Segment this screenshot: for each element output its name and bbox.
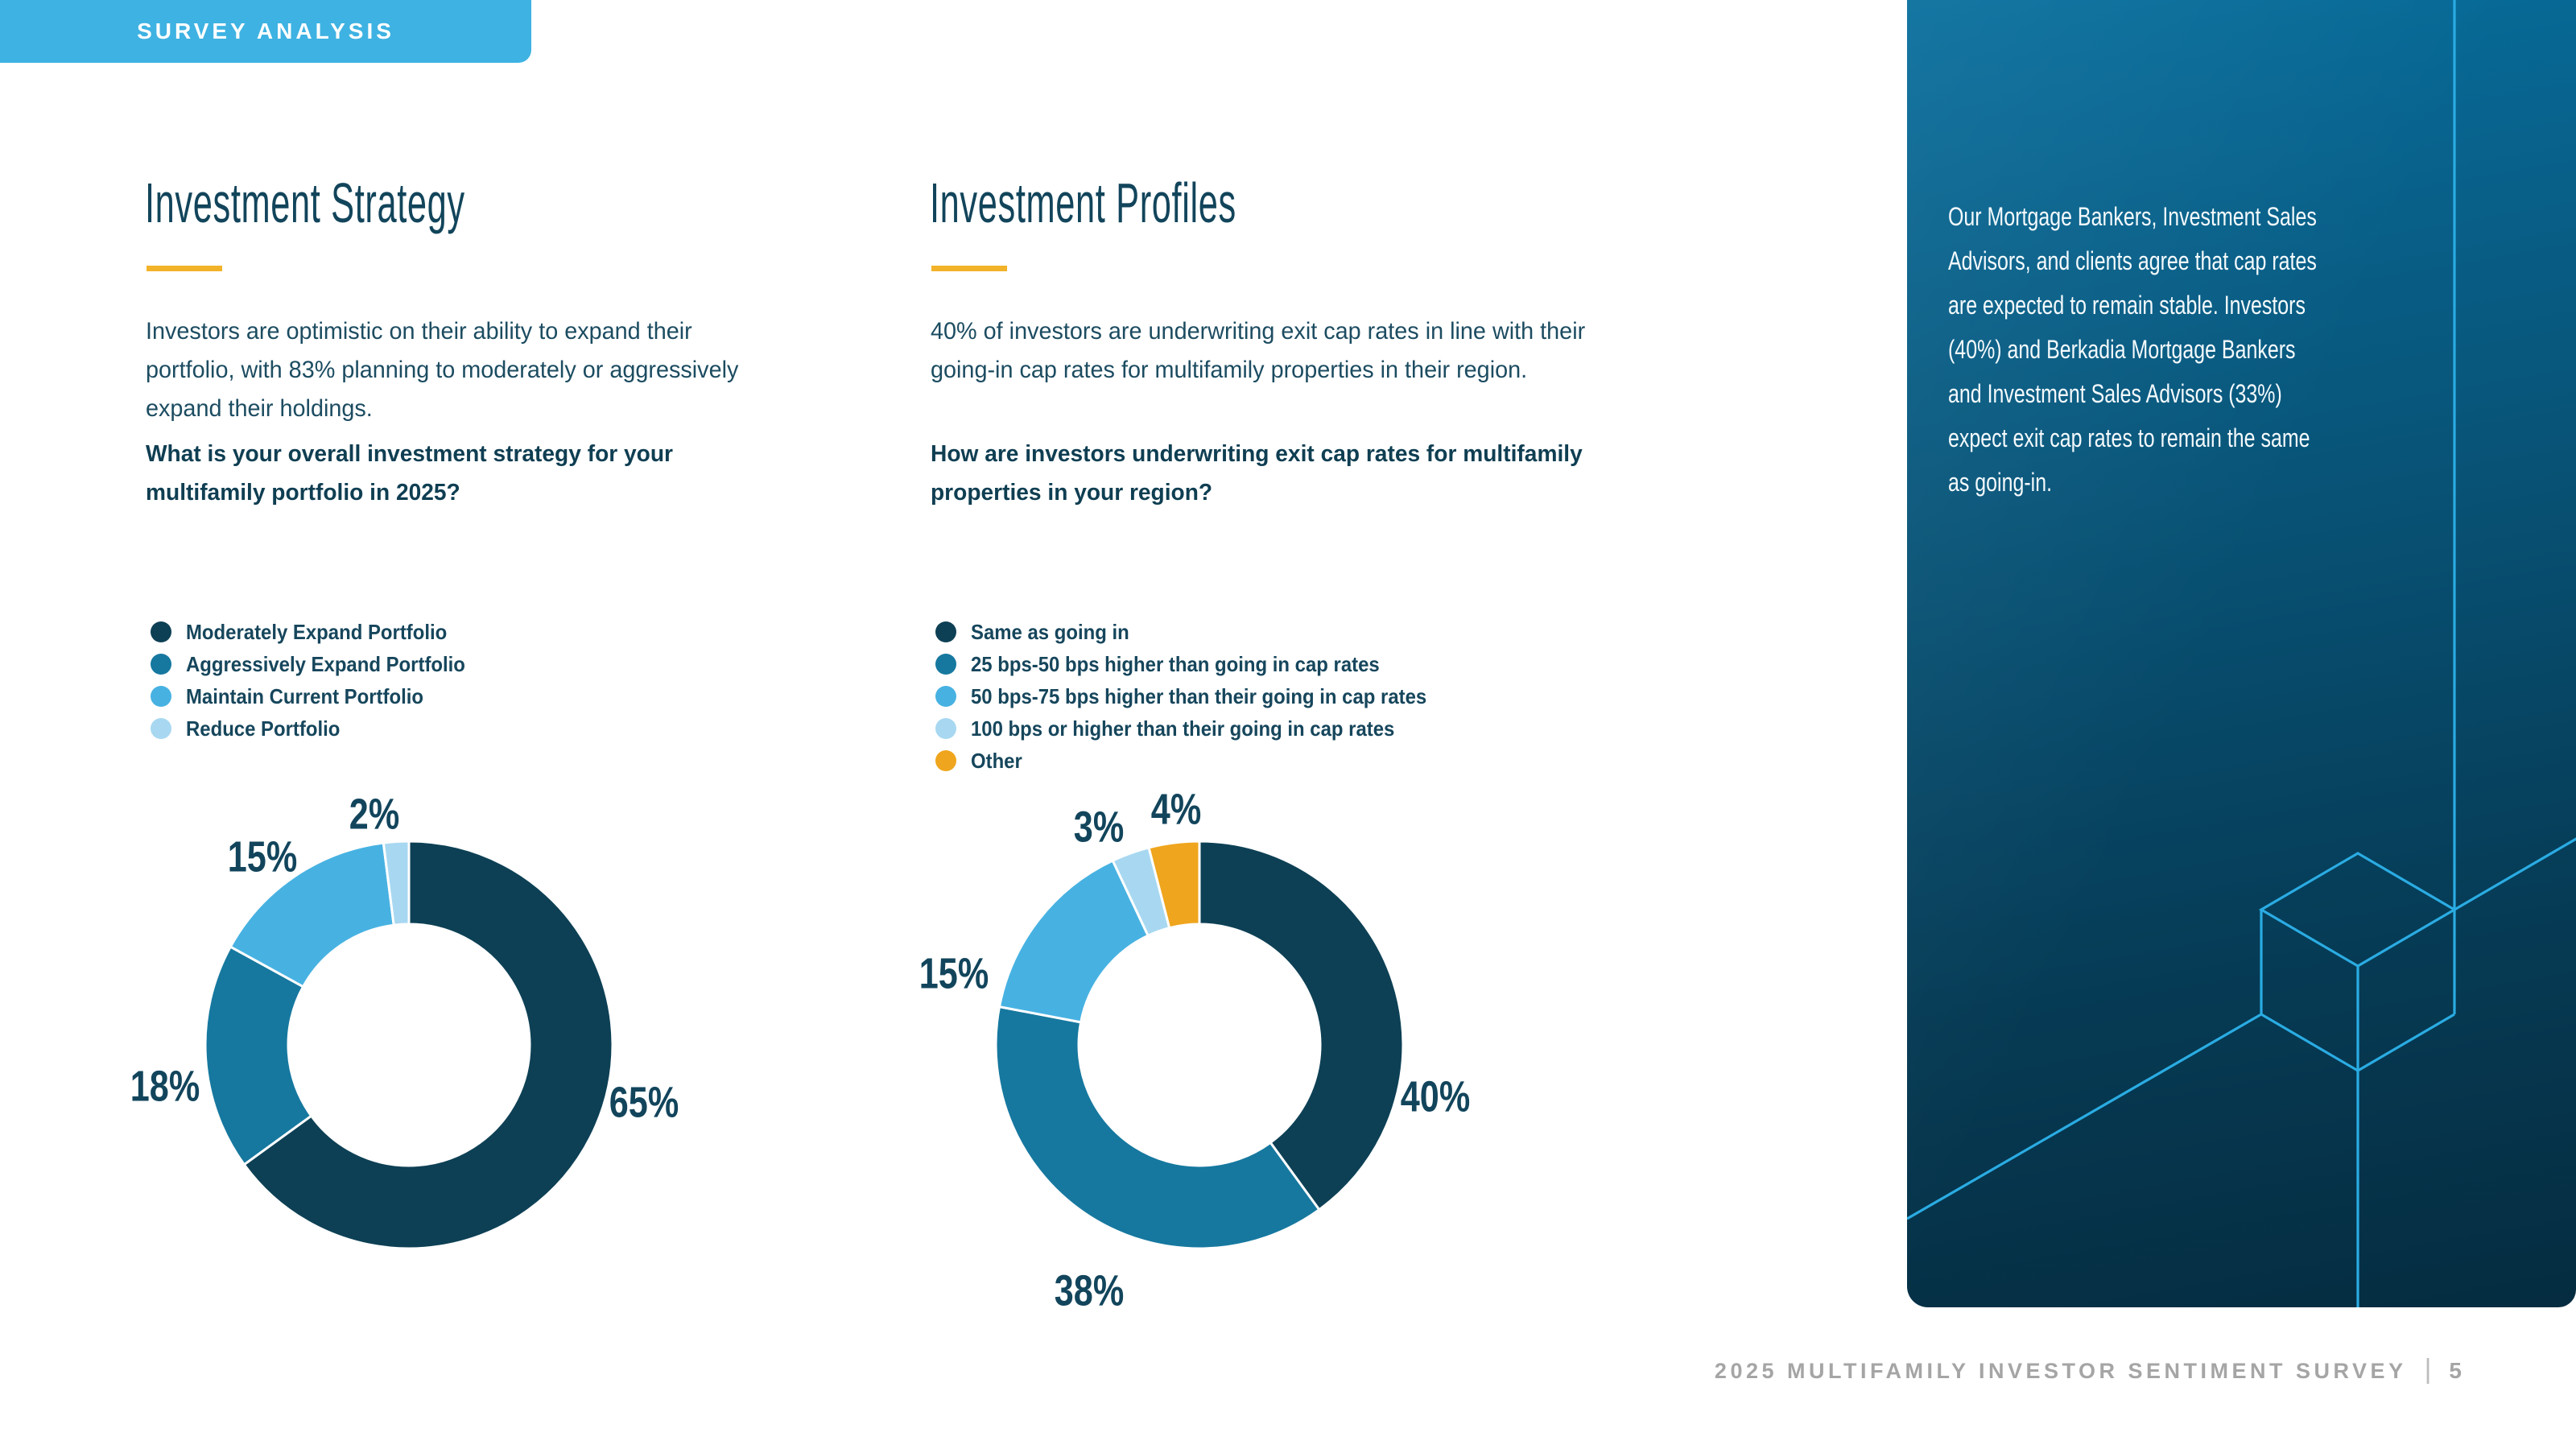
legend-item-label: 100 bps or higher than their going in ca… — [971, 716, 1395, 741]
slice-percent-label: 38% — [1055, 1267, 1124, 1315]
legend-item: Same as going in — [935, 616, 1466, 648]
legend-dot-icon — [151, 654, 171, 675]
footer-title: 2025 MULTIFAMILY INVESTOR SENTIMENT SURV… — [1714, 1358, 2407, 1383]
legend-dot-icon — [151, 686, 171, 707]
donut-chart-investment-profiles: 40% 38% 15% 3% 4% — [919, 786, 1470, 1315]
slice-percent-label: 15% — [228, 833, 297, 881]
gold-rule-divider — [931, 266, 1007, 271]
section-title-investment-strategy: Investment Strategy — [145, 171, 465, 234]
badge-label: SURVEY ANALYSIS — [137, 19, 394, 43]
sidebar-callout-panel: Our Mortgage Bankers, Investment Sales A… — [1907, 0, 2576, 1307]
section-title-investment-profiles: Investment Profiles — [930, 171, 1236, 234]
legend-dot-icon — [935, 654, 956, 675]
legend-item: Moderately Expand Portfolio — [151, 616, 489, 648]
legend-item-label: Maintain Current Portfolio — [186, 683, 424, 708]
intro-paragraph-strategy: Investors are optimistic on their abilit… — [146, 318, 739, 422]
survey-question-profiles: How are investors underwriting exit cap … — [931, 441, 1583, 506]
legend-item-label: 25 bps-50 bps higher than going in cap r… — [971, 651, 1380, 676]
legend-dot-icon — [935, 621, 956, 642]
donut-slice-25-bps-50-bps-higher-than-going-in-cap-rates — [994, 1005, 1321, 1250]
donut-slice-same-as-going-in — [1198, 840, 1405, 1212]
callout-text: Our Mortgage Bankers, Investment Sales A… — [1948, 202, 2317, 497]
legend-item-label: Moderately Expand Portfolio — [186, 619, 448, 644]
legend-dot-icon — [151, 718, 171, 739]
slice-percent-label: 65% — [609, 1079, 679, 1127]
footer-page-number: 5 — [2449, 1358, 2463, 1383]
legend-item: 100 bps or higher than their going in ca… — [935, 712, 1466, 745]
legend-dot-icon — [935, 718, 956, 739]
gold-rule-divider — [147, 266, 222, 271]
cube-top-face — [2258, 852, 2458, 968]
legend-dot-icon — [935, 750, 956, 771]
footer-separator: | — [2424, 1354, 2432, 1385]
slice-percent-label: 15% — [919, 950, 989, 998]
legend-item: Reduce Portfolio — [151, 712, 489, 745]
donut-slice-other — [1147, 840, 1201, 930]
isometric-cube-graphic — [1907, 0, 2576, 1307]
legend-item-label: Same as going in — [971, 619, 1129, 644]
cube-guide-line-diagonal-left — [1907, 1013, 2262, 1220]
legend-item-label: Other — [971, 748, 1022, 773]
legend-profiles: Same as going in 25 bps-50 bps higher tha… — [935, 616, 1466, 777]
slice-percent-label: 2% — [349, 791, 399, 839]
legend-item-label: Reduce Portfolio — [186, 716, 341, 741]
legend-item: 50 bps-75 bps higher than their going in… — [935, 680, 1466, 712]
legend-item: Other — [935, 745, 1466, 777]
donut-slice-moderately-expand-portfolio — [242, 840, 614, 1250]
slice-percent-label: 40% — [1401, 1073, 1470, 1121]
intro-paragraph-profiles: 40% of investors are underwriting exit c… — [931, 318, 1586, 383]
legend-item: Maintain Current Portfolio — [151, 680, 489, 712]
slice-percent-label: 18% — [130, 1063, 200, 1111]
legend-item-label: 50 bps-75 bps higher than their going in… — [971, 683, 1427, 708]
survey-analysis-badge: SURVEY ANALYSIS — [0, 0, 531, 63]
survey-question-strategy: What is your overall investment strategy… — [146, 441, 673, 506]
donut-slice-aggressively-expand-portfolio — [204, 945, 313, 1166]
cube-guide-line-diagonal-right — [2454, 837, 2576, 911]
legend-item-label: Aggressively Expand Portfolio — [186, 651, 465, 676]
legend-dot-icon — [935, 686, 956, 707]
legend-dot-icon — [151, 621, 171, 642]
slice-percent-label: 3% — [1074, 803, 1124, 852]
legend-strategy: Moderately Expand Portfolio Aggressively … — [151, 616, 489, 745]
slice-percent-label: 4% — [1151, 786, 1201, 834]
donut-slice-reduce-portfolio — [382, 840, 411, 927]
legend-item: Aggressively Expand Portfolio — [151, 648, 489, 680]
donut-chart-investment-strategy: 65% 18% 15% 2% — [130, 791, 679, 1250]
page-footer: 2025 MULTIFAMILY INVESTOR SENTIMENT SURV… — [1714, 1354, 2463, 1385]
legend-item: 25 bps-50 bps higher than going in cap r… — [935, 648, 1466, 680]
